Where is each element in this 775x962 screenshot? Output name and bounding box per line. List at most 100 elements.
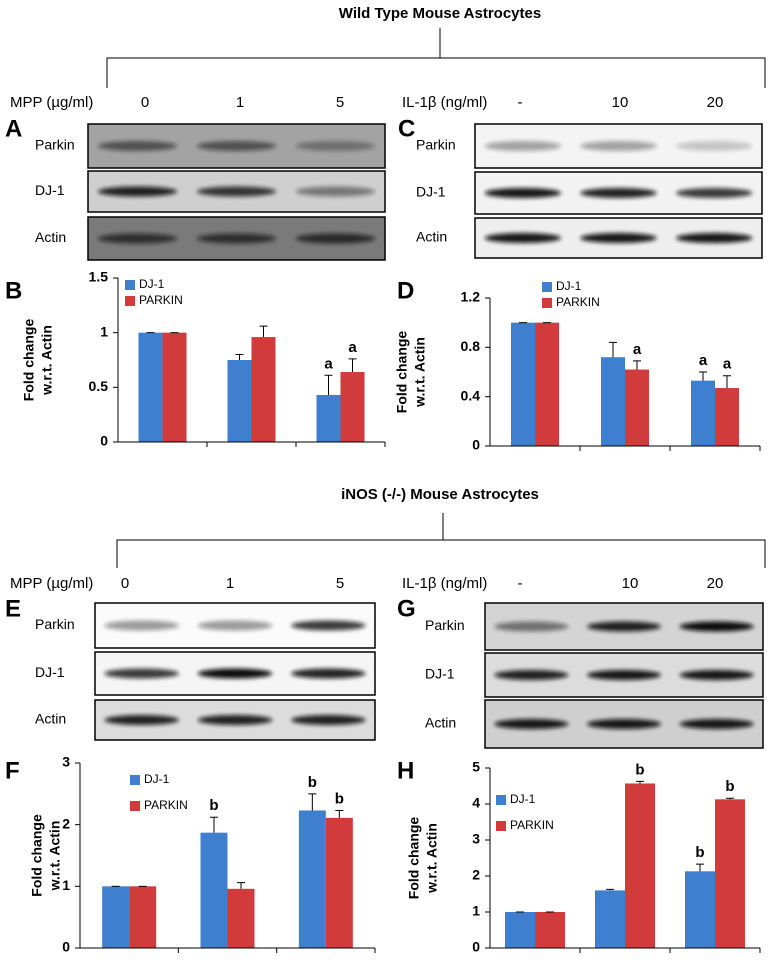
legend-swatch <box>542 282 552 292</box>
blot-band <box>291 668 366 679</box>
error-bar <box>348 358 357 373</box>
blot-band <box>97 186 178 197</box>
y-tick-label: 0 <box>472 939 480 955</box>
dose-label: 1 <box>226 575 234 592</box>
legend-swatch <box>130 801 140 811</box>
panel-letter: F <box>5 757 20 784</box>
error-bar <box>335 809 344 818</box>
error-bar <box>237 882 245 889</box>
y-tick-label: 3 <box>62 754 70 770</box>
blot-band <box>104 715 179 725</box>
y-axis-label: w.r.t. Actin <box>424 823 440 894</box>
blot-band <box>97 141 178 151</box>
panel-letter: E <box>5 595 21 622</box>
y-tick-label: 1 <box>62 877 70 893</box>
significance-label: b <box>308 774 317 791</box>
blot-band <box>197 620 273 631</box>
legend-swatch <box>130 775 140 785</box>
dose-label: - <box>518 94 523 111</box>
y-tick-label: 0.5 <box>89 378 109 394</box>
error-bar <box>723 375 731 389</box>
error-bar <box>235 354 244 360</box>
bar <box>535 912 565 948</box>
y-tick-label: 1 <box>472 903 480 919</box>
dose-label: 10 <box>612 94 629 111</box>
significance-label: a <box>633 341 642 358</box>
y-tick-label: 1.5 <box>89 269 109 285</box>
legend-label: DJ-1 <box>139 277 165 291</box>
error-bar <box>633 360 641 370</box>
blot-band <box>484 188 562 198</box>
dose-label: - <box>518 575 523 592</box>
dose-label: 5 <box>336 575 344 592</box>
bar <box>505 912 535 948</box>
error-bar <box>636 780 644 784</box>
treatment-label: IL-1β (ng/ml) <box>402 575 487 592</box>
row-label: Actin <box>425 715 456 731</box>
blot-band <box>291 715 366 725</box>
error-bar <box>606 888 614 891</box>
blot-band <box>679 719 754 729</box>
y-tick-label: 3 <box>472 831 480 847</box>
legend-swatch <box>125 280 135 290</box>
blot-band <box>291 620 366 631</box>
panel-letter: D <box>397 277 414 304</box>
y-axis-label: Fold change <box>394 331 410 414</box>
y-tick-label: 2 <box>62 815 70 831</box>
legend-label: PARKIN <box>510 818 554 832</box>
panel-letter: C <box>398 115 415 142</box>
bar <box>595 890 625 948</box>
bar <box>138 332 163 442</box>
blot-band <box>295 233 376 244</box>
y-axis-label: w.r.t. Actin <box>412 337 428 408</box>
blot-band <box>295 141 376 151</box>
bar <box>162 332 187 442</box>
bracket <box>116 513 766 568</box>
blot-band <box>679 621 754 632</box>
bracket-line <box>106 28 766 88</box>
bar <box>691 380 715 446</box>
bar <box>535 322 559 446</box>
blot-band <box>675 141 753 151</box>
legend-label: PARKIN <box>139 293 183 307</box>
y-tick-label: 0.4 <box>461 387 481 403</box>
significance-label: b <box>725 778 734 795</box>
blot-band <box>104 668 179 679</box>
blot-band <box>104 620 179 631</box>
panel-letter: G <box>397 595 416 622</box>
error-bar <box>699 371 707 381</box>
error-bar <box>609 341 617 358</box>
significance-label: a <box>324 355 333 372</box>
blot-band <box>494 670 569 680</box>
blot-band <box>679 670 754 680</box>
section-title: iNOS (-/-) Mouse Astrocytes <box>341 486 539 503</box>
bar <box>340 372 365 442</box>
blot-band <box>196 186 277 197</box>
significance-label: a <box>699 352 708 369</box>
legend-label: DJ-1 <box>144 772 170 786</box>
blot-band <box>484 141 562 151</box>
significance-label: b <box>635 761 644 778</box>
significance-label: a <box>348 339 357 356</box>
bar <box>715 799 745 948</box>
y-axis-label: Fold change <box>21 319 37 402</box>
legend-label: PARKIN <box>144 798 188 812</box>
y-tick-label: 1 <box>100 323 108 339</box>
y-axis-label: w.r.t. Actin <box>47 821 63 892</box>
error-bar <box>696 863 704 872</box>
significance-label: b <box>209 797 218 814</box>
blot-band <box>295 186 376 197</box>
blot-band <box>494 621 569 632</box>
row-label: Parkin <box>35 137 75 153</box>
y-tick-label: 0 <box>472 437 480 453</box>
y-tick-label: 4 <box>472 795 480 811</box>
row-label: Parkin <box>35 616 75 632</box>
row-label: Parkin <box>416 137 456 153</box>
blot-band <box>97 233 178 244</box>
row-label: Actin <box>35 711 66 727</box>
bar <box>715 388 739 446</box>
section-title: Wild Type Mouse Astrocytes <box>339 5 541 22</box>
blot-band <box>197 715 273 725</box>
blot-band <box>580 188 657 198</box>
